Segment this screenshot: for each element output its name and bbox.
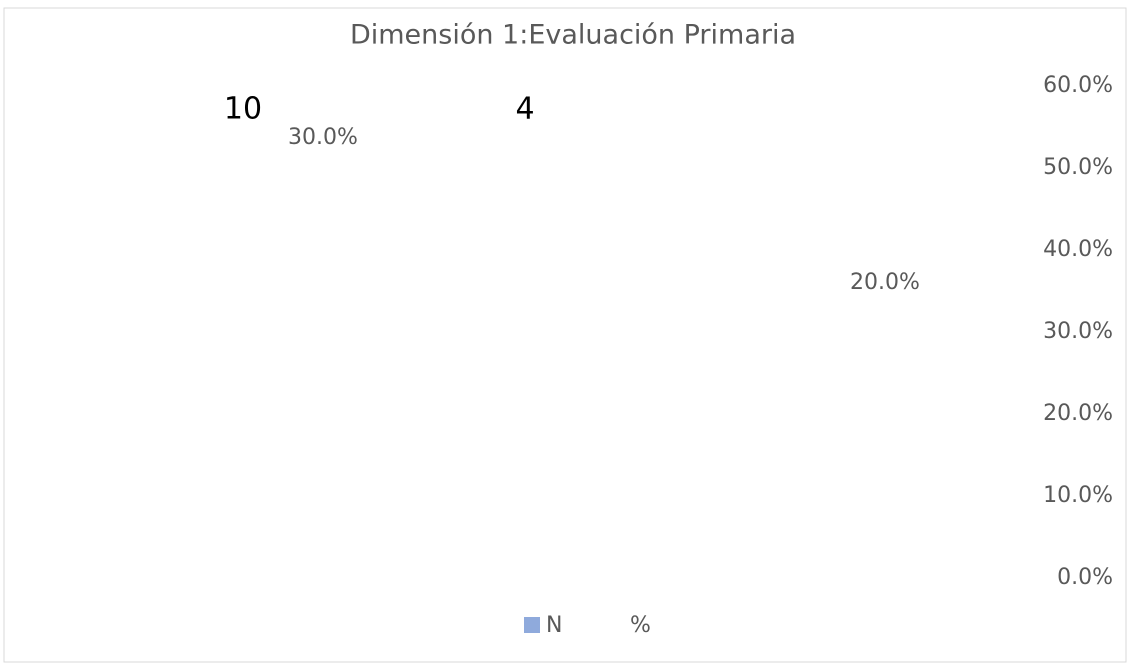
y2-tick-label: 0.0% (1057, 565, 1113, 590)
data-label: 20.0% (850, 270, 920, 295)
y2-tick-label: 10.0% (1043, 483, 1113, 508)
data-label: 10 (224, 92, 262, 127)
bar (778, 414, 838, 578)
y2-tick-label: 60.0% (1043, 73, 1113, 98)
legend-label: N (546, 613, 562, 638)
legend-label: % (630, 613, 651, 638)
y2-tick-label: 20.0% (1043, 401, 1113, 426)
chart-border (3, 7, 1127, 663)
y2-tick-label: 50.0% (1043, 155, 1113, 180)
data-label: 30.0% (288, 125, 358, 150)
bar (293, 332, 353, 578)
legend-swatch (524, 617, 540, 633)
chart-title: Dimensión 1:Evaluación Primaria (350, 20, 796, 51)
data-label: 4 (515, 92, 534, 127)
y2-tick-label: 40.0% (1043, 237, 1113, 262)
y2-tick-label: 30.0% (1043, 319, 1113, 344)
